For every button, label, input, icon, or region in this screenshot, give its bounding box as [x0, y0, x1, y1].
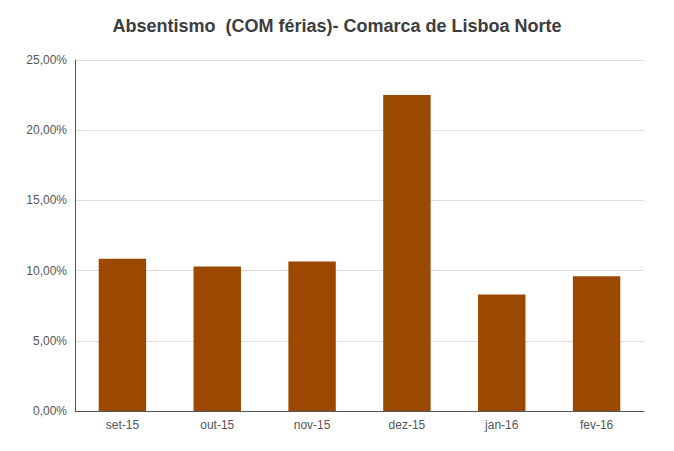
- svg-text:10,00%: 10,00%: [26, 264, 67, 278]
- svg-text:jan-16: jan-16: [484, 418, 519, 432]
- svg-text:5,00%: 5,00%: [33, 334, 67, 348]
- svg-text:Absentismo (COM férias)- Coma: Absentismo (COM férias)- Comarca de Lisb…: [112, 16, 561, 36]
- svg-text:set-15: set-15: [106, 418, 140, 432]
- svg-text:25,00%: 25,00%: [26, 53, 67, 67]
- svg-text:dez-15: dez-15: [389, 418, 426, 432]
- svg-text:15,00%: 15,00%: [26, 193, 67, 207]
- svg-text:20,00%: 20,00%: [26, 123, 67, 137]
- svg-text:nov-15: nov-15: [294, 418, 331, 432]
- svg-text:fev-16: fev-16: [580, 418, 614, 432]
- svg-text:0,00%: 0,00%: [33, 404, 67, 418]
- svg-text:out-15: out-15: [200, 418, 234, 432]
